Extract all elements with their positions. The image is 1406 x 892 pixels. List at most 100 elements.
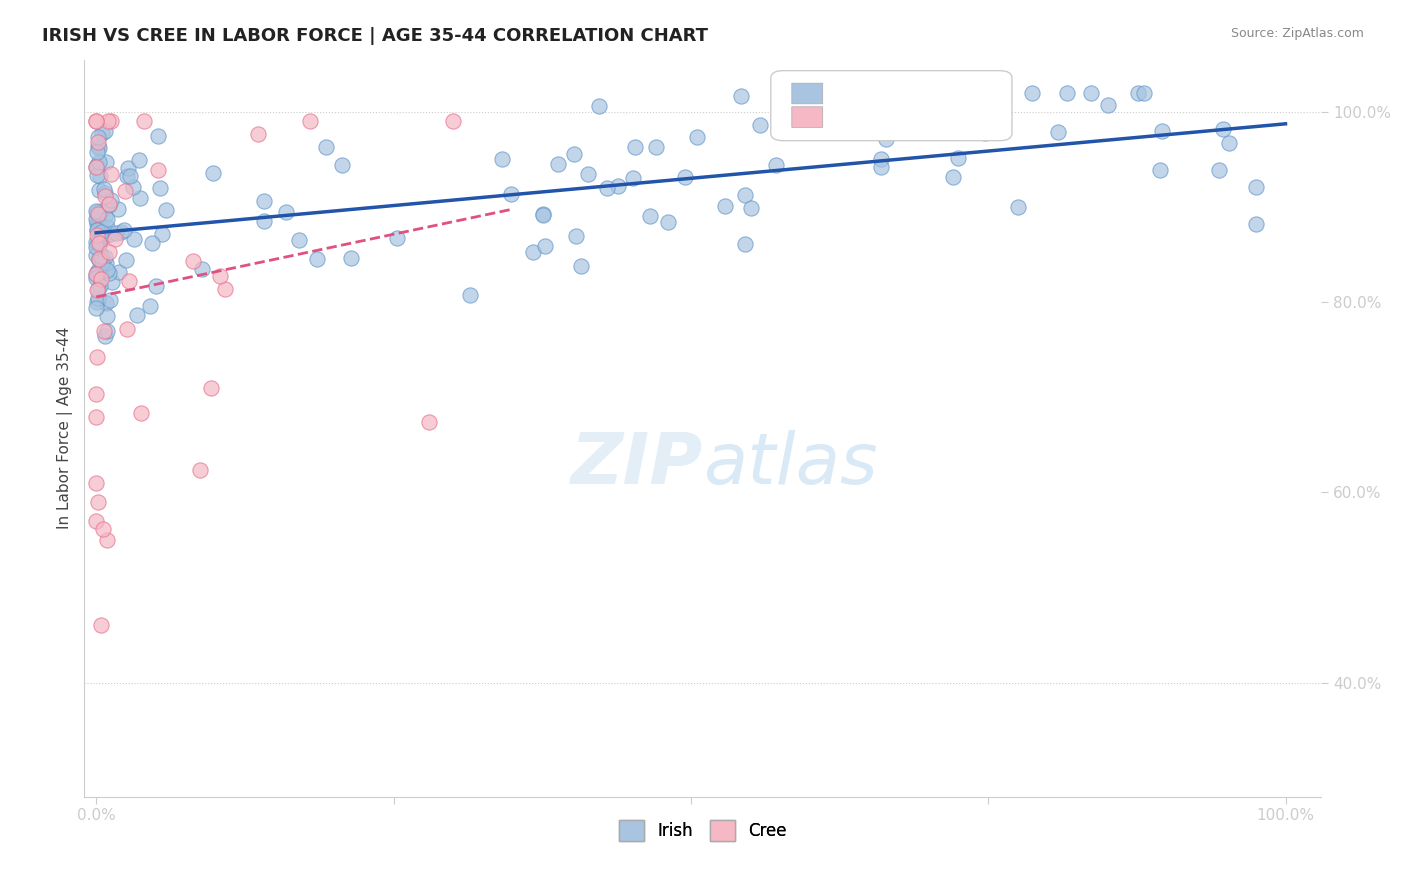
Legend: Irish, Cree: Irish, Cree — [613, 814, 793, 847]
Point — [1047, 125, 1070, 139]
Point — [315, 139, 337, 153]
Point — [87, 282, 110, 296]
Point — [94, 256, 117, 270]
Point — [86, 218, 108, 232]
Point — [299, 114, 322, 128]
Point — [1056, 86, 1078, 100]
Point — [595, 180, 617, 194]
Point — [98, 227, 121, 241]
Point — [115, 169, 138, 184]
Point — [87, 135, 110, 149]
Point — [132, 114, 155, 128]
Point — [911, 113, 934, 128]
Point — [87, 218, 110, 232]
Point — [87, 130, 110, 145]
Point — [418, 415, 440, 429]
Point — [190, 262, 212, 277]
Point — [93, 209, 115, 223]
Point — [87, 154, 110, 169]
Text: Source: ZipAtlas.com: Source: ZipAtlas.com — [1230, 27, 1364, 40]
Point — [340, 252, 363, 266]
Point — [623, 140, 645, 154]
Text: 0.095: 0.095 — [851, 108, 903, 126]
Point — [730, 89, 752, 103]
Point — [87, 234, 110, 248]
Point — [96, 211, 118, 226]
Point — [98, 293, 121, 307]
FancyBboxPatch shape — [792, 107, 823, 128]
Point — [93, 189, 115, 203]
Point — [146, 128, 169, 143]
Point — [86, 283, 108, 297]
Point — [98, 197, 121, 211]
Point — [607, 178, 630, 193]
Point — [90, 225, 112, 239]
Text: 0.628: 0.628 — [851, 84, 903, 102]
Text: 152: 152 — [946, 84, 981, 102]
Point — [86, 351, 108, 365]
Point — [942, 170, 965, 185]
Point — [100, 193, 122, 207]
Point — [100, 167, 122, 181]
Point — [89, 183, 111, 197]
Point — [105, 226, 128, 240]
Point — [94, 296, 117, 310]
Point — [89, 279, 111, 293]
Point — [96, 154, 118, 169]
Text: ZIP: ZIP — [571, 431, 703, 500]
Point — [253, 213, 276, 227]
Point — [84, 410, 107, 425]
Point — [86, 223, 108, 237]
Point — [86, 204, 108, 219]
Point — [108, 265, 131, 279]
Point — [91, 522, 114, 536]
Point — [330, 158, 353, 172]
Point — [87, 264, 110, 278]
Point — [86, 114, 108, 128]
Point — [531, 209, 554, 223]
Point — [112, 223, 135, 237]
Point — [200, 381, 222, 395]
Point — [86, 213, 108, 227]
Point — [522, 245, 544, 260]
Point — [86, 268, 108, 283]
Point — [149, 181, 172, 195]
Point — [247, 128, 270, 142]
Point — [181, 254, 204, 268]
Point — [128, 191, 150, 205]
Point — [98, 266, 121, 280]
Point — [86, 223, 108, 237]
Point — [86, 224, 108, 238]
Point — [90, 249, 112, 263]
Text: R =: R = — [810, 108, 846, 126]
Point — [208, 269, 231, 284]
Point — [86, 160, 108, 174]
Text: N =: N = — [912, 108, 950, 126]
Point — [129, 406, 152, 420]
Point — [686, 130, 709, 145]
Point — [214, 282, 236, 296]
Point — [94, 328, 117, 343]
Point — [86, 158, 108, 172]
Point — [588, 99, 610, 113]
Point — [749, 118, 772, 132]
Point — [94, 250, 117, 264]
Point — [385, 230, 408, 244]
Point — [253, 194, 276, 208]
Point — [90, 256, 112, 270]
Point — [89, 235, 111, 250]
Point — [86, 265, 108, 279]
Point — [107, 202, 129, 216]
Point — [274, 205, 297, 219]
Point — [307, 252, 329, 267]
Point — [869, 160, 891, 174]
Point — [1149, 163, 1171, 178]
Point — [458, 288, 481, 302]
Point — [94, 228, 117, 243]
Point — [84, 240, 107, 254]
Point — [118, 169, 141, 183]
Point — [122, 179, 145, 194]
Point — [645, 139, 668, 153]
Text: R =: R = — [810, 84, 846, 102]
Point — [87, 252, 110, 266]
